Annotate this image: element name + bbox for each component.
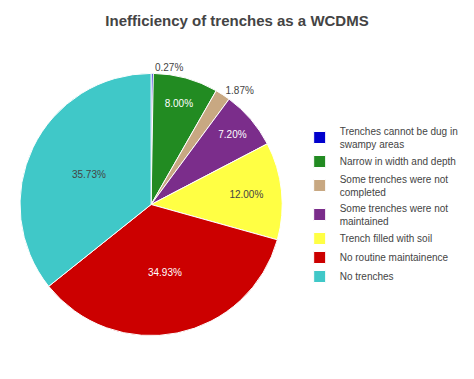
svg-text:12.00%: 12.00% [229,189,263,200]
svg-text:No trenches: No trenches [340,271,394,282]
svg-text:34.93%: 34.93% [148,267,182,278]
svg-text:Some trenches were notmaintain: Some trenches were notmaintained [340,203,449,227]
svg-text:8.00%: 8.00% [165,98,193,109]
svg-text:35.73%: 35.73% [72,169,106,180]
svg-text:1.87%: 1.87% [226,85,254,96]
svg-text:Narrow in width and depth: Narrow in width and depth [340,156,456,167]
svg-text:Trench filled with soil: Trench filled with soil [340,233,432,244]
svg-text:Inefficiency of trenches as a: Inefficiency of trenches as a WCDMS [105,12,368,29]
svg-text:0.27%: 0.27% [155,62,183,73]
svg-text:7.20%: 7.20% [218,129,246,140]
svg-text:Trenches cannot be dug inswamp: Trenches cannot be dug inswampy areas [340,126,458,150]
svg-text:No routine maintainence: No routine maintainence [340,252,449,263]
svg-text:Some trenches were notcomplete: Some trenches were notcompleted [340,174,449,198]
